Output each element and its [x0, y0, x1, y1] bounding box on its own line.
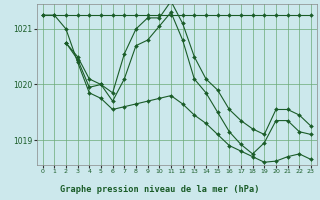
Text: Graphe pression niveau de la mer (hPa): Graphe pression niveau de la mer (hPa): [60, 184, 260, 194]
